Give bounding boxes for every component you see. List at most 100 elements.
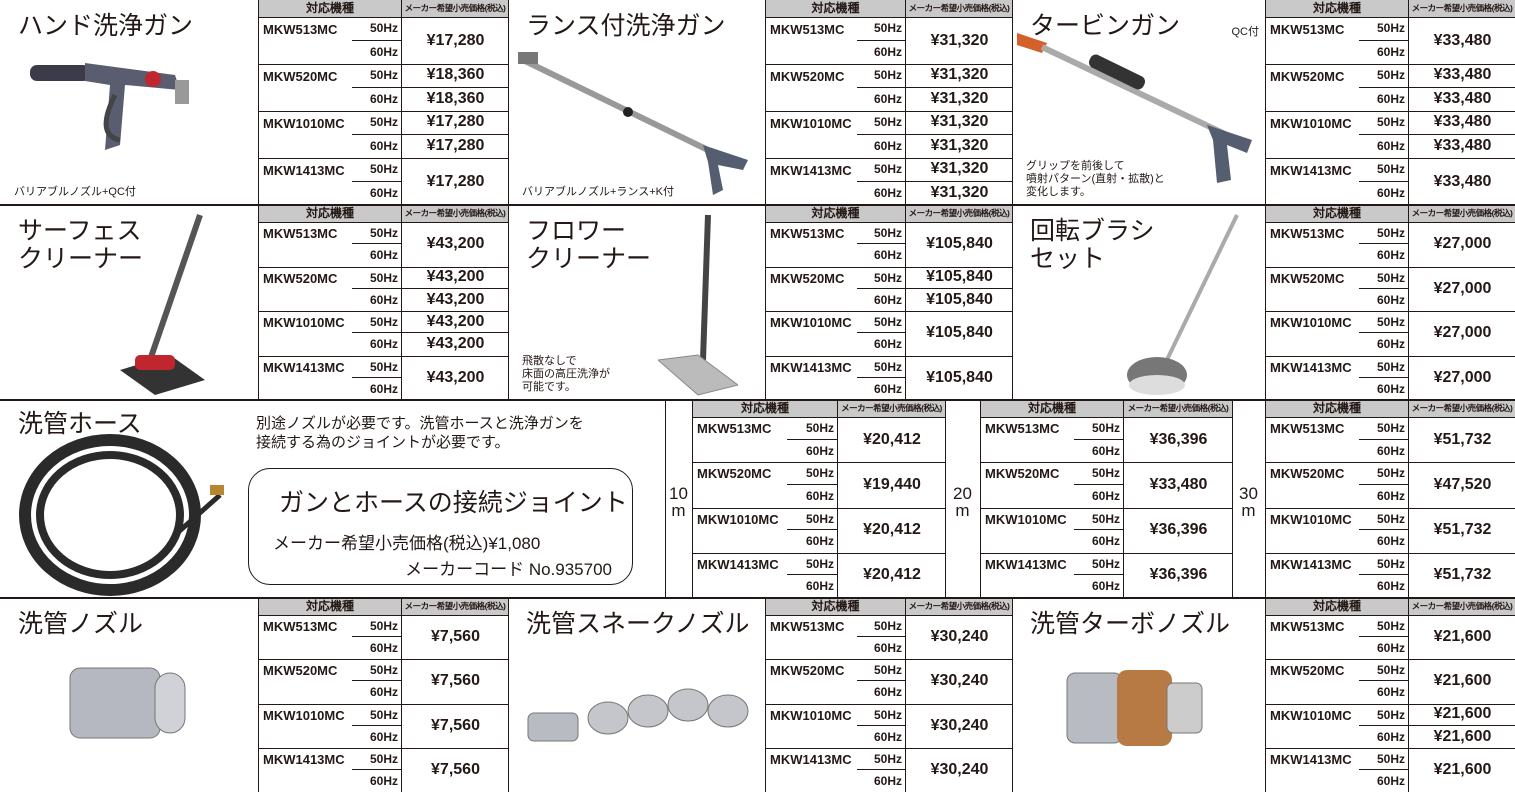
model-divider: [1266, 615, 1515, 616]
price-table: 対応機種 メーカー希望小売価格(税込) MKW513MC 50Hz 60Hz ¥105,8…: [765, 205, 1013, 400]
model-divider: [259, 64, 509, 65]
model-name: MKW520MC: [263, 69, 338, 84]
price: ¥19,440: [863, 475, 921, 493]
frequency: 60Hz: [1359, 769, 1409, 792]
model-name: MKW1010MC: [770, 116, 852, 131]
length-label: 30m: [1239, 484, 1258, 520]
model-divider: [693, 552, 946, 554]
column-divider: [1012, 598, 1013, 792]
price: ¥27,000: [1433, 324, 1492, 342]
model-divider: [1266, 17, 1515, 18]
length-label: 20m: [953, 484, 972, 520]
price: ¥43,200: [426, 290, 485, 308]
model-divider: [1266, 311, 1515, 312]
length-divider: [945, 400, 946, 598]
frequency: 50Hz: [857, 111, 906, 135]
length-divider: [1232, 400, 1233, 598]
price: ¥33,480: [1409, 64, 1515, 88]
price: ¥31,320: [930, 184, 989, 202]
frequency: 50Hz: [352, 266, 402, 289]
frequency: 50Hz: [1359, 266, 1409, 289]
product-panel: フロワー クリーナー 飛散なしで 床面の高圧洗浄が 可能です。: [508, 205, 765, 400]
model-divider: [1266, 747, 1515, 749]
price: ¥31,320: [930, 31, 989, 49]
model-divider: [259, 659, 509, 661]
frequency: 60Hz: [857, 87, 906, 111]
price: ¥21,600: [1433, 727, 1492, 745]
table-header: 対応機種: [259, 598, 402, 615]
frequency: 50Hz: [1359, 615, 1409, 638]
model-divider: [766, 615, 1013, 616]
model-divider: [766, 158, 1013, 159]
table-header: メーカー希望小売価格(税込): [402, 205, 509, 222]
model-name: MKW513MC: [263, 22, 338, 37]
product-title: 洗管ホース: [18, 410, 142, 438]
table-header: 対応機種: [1266, 400, 1409, 417]
frequency: 60Hz: [857, 377, 906, 400]
price: ¥17,280: [426, 137, 485, 155]
price: ¥20,412: [863, 566, 921, 584]
frequency: 60Hz: [857, 181, 906, 205]
table-header: 対応機種: [981, 400, 1124, 417]
frequency: 60Hz: [352, 134, 402, 158]
table-header: 対応機種: [259, 205, 402, 222]
table-header: メーカー希望小売価格(税込): [838, 400, 946, 417]
model-divider: [259, 703, 509, 705]
frequency: 50Hz: [857, 747, 906, 770]
model-name: MKW520MC: [1270, 69, 1345, 84]
model-divider: [981, 462, 1233, 464]
price: ¥21,600: [1409, 704, 1515, 726]
price: ¥47,520: [1433, 475, 1492, 493]
frequency: 60Hz: [1074, 575, 1124, 598]
model-name: MKW1010MC: [1270, 707, 1352, 723]
model-divider: [1266, 703, 1515, 705]
price: ¥7,560: [431, 716, 480, 734]
product-note: グリップを前後して 噴射パターン(直射・拡散)と 変化します。: [1026, 160, 1165, 198]
frequency: 50Hz: [352, 747, 402, 770]
product-panel: ハンド洗浄ガン バリアブルノズル+QC付: [0, 0, 258, 205]
frequency: 50Hz: [1359, 507, 1409, 531]
column-divider: [508, 0, 509, 400]
model-divider: [766, 747, 1013, 749]
table-header: メーカー希望小売価格(税込): [1409, 0, 1515, 17]
product-image: [523, 673, 753, 758]
model-name: MKW513MC: [263, 226, 338, 241]
price: ¥27,000: [1433, 235, 1492, 253]
model-divider: [693, 507, 946, 509]
frequency: 60Hz: [1359, 530, 1409, 553]
price: ¥31,320: [906, 158, 1013, 182]
model-divider: [766, 111, 1013, 112]
price: ¥27,000: [1433, 368, 1492, 386]
product-note: 飛散なしで 床面の高圧洗浄が 可能です。: [522, 355, 610, 393]
model-divider: [1266, 64, 1515, 65]
frequency: 60Hz: [352, 725, 402, 748]
model-divider: [766, 64, 1013, 65]
frequency: 60Hz: [352, 377, 402, 400]
frequency: 60Hz: [1359, 575, 1409, 598]
price: ¥30,240: [930, 716, 989, 734]
frequency: 60Hz: [857, 725, 906, 748]
frequency: 60Hz: [1359, 637, 1409, 660]
frequency: 50Hz: [1359, 417, 1409, 440]
model-name: MKW513MC: [985, 421, 1060, 436]
frequency: 50Hz: [352, 659, 402, 682]
model-divider: [693, 417, 946, 418]
price: ¥105,840: [926, 324, 993, 342]
frequency: 50Hz: [1074, 417, 1124, 440]
price: ¥43,200: [402, 311, 509, 334]
model-name: MKW1010MC: [263, 707, 345, 723]
price-table: 対応機種 メーカー希望小売価格(税込) MKW513MC 50Hz 60Hz ¥36,39…: [980, 400, 1233, 598]
model-name: MKW1413MC: [263, 163, 345, 178]
frequency: 50Hz: [857, 355, 906, 378]
table-header: メーカー希望小売価格(税込): [906, 0, 1013, 17]
frequency: 50Hz: [352, 64, 402, 88]
price: ¥51,732: [1433, 521, 1492, 539]
model-name: MKW513MC: [1270, 22, 1345, 37]
price: ¥18,360: [426, 90, 485, 108]
length-label: 10m: [669, 484, 688, 520]
model-divider: [259, 747, 509, 749]
frequency: 60Hz: [857, 244, 906, 267]
model-divider: [1266, 355, 1515, 357]
frequency: 50Hz: [857, 659, 906, 682]
frequency: 60Hz: [1359, 87, 1409, 111]
